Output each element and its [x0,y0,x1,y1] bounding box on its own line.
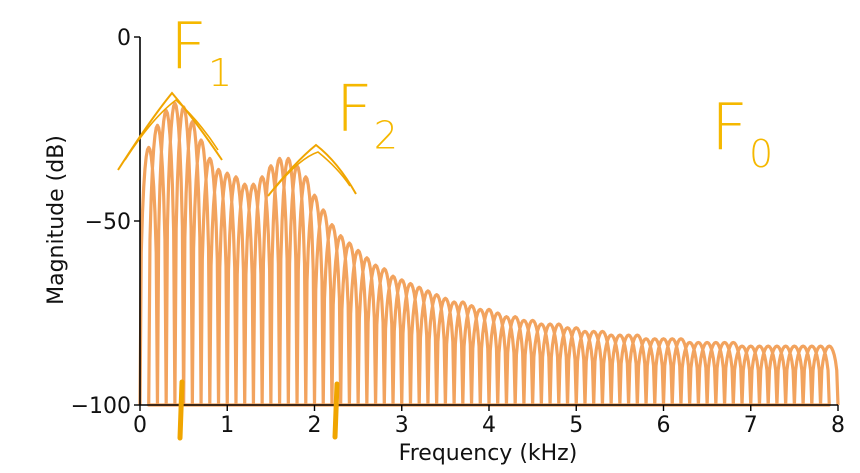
y-tick-label: 0 [117,26,131,51]
formant-marker-stroke [332,381,340,440]
annotation-letter: F [336,73,373,147]
y-tick-label: −50 [85,210,131,235]
y-axis-title: Magnitude (dB) [44,135,69,305]
x-axis-title: Frequency (kHz) [399,441,578,466]
x-tick-label: 8 [831,413,845,438]
formant-marker-stroke [177,379,185,441]
formant-envelope-stroke [124,98,219,161]
x-tick-label: 3 [395,413,409,438]
annotation-subscript: 2 [374,114,398,158]
x-tick-label: 6 [657,413,671,438]
annotation-letter: F [170,10,207,84]
x-tick-label: 7 [744,413,758,438]
annotation-subscript: 1 [208,51,232,95]
x-tick-label: 2 [308,413,322,438]
spectrum-line [138,101,840,407]
y-tick-label: −100 [71,394,131,419]
x-tick-label: 4 [482,413,496,438]
axes: 0 1 2 3 4 5 6 7 8 0 −50 −100 [71,26,845,438]
formant-envelope-stroke [274,151,351,189]
x-tick-label: 1 [220,413,234,438]
x-tick-label: 5 [569,413,583,438]
x-tick-label: 0 [133,413,147,438]
annotation-letter: F [711,91,748,165]
plot-area [138,101,840,407]
annotation-subscript: 0 [749,132,773,176]
